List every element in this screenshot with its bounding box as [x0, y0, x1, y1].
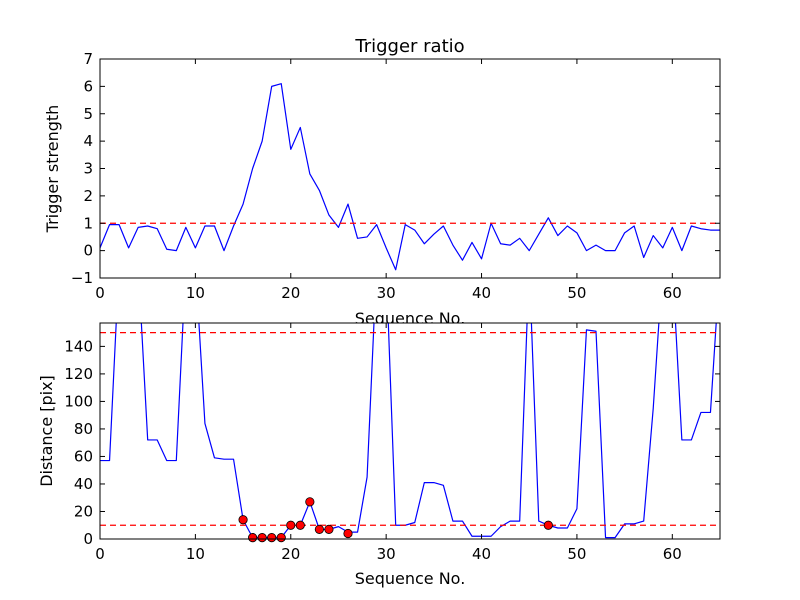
axes-frame — [99, 322, 721, 540]
y-tick-label: 6 — [83, 77, 93, 95]
y-tick-label: −1 — [71, 269, 93, 287]
data-point — [343, 528, 353, 539]
data-point — [324, 524, 334, 534]
y-tick-label: 80 — [74, 420, 93, 438]
x-tick-label: 10 — [186, 284, 205, 302]
distance-chart: 0 10 20 30 40 50 60 0 20 40 60 80 100 120 140 Sequence … — [37, 322, 721, 588]
y-tick-label: 7 — [83, 50, 93, 68]
y-tick-label: 120 — [64, 365, 93, 383]
plot-content — [100, 323, 720, 539]
y-tick-label: 1 — [83, 214, 93, 232]
y-tick-label: 0 — [83, 530, 93, 548]
x-tick-label: 50 — [567, 545, 586, 563]
series-line-0 — [100, 83, 720, 271]
plot-area — [100, 59, 720, 278]
series-line-0 — [100, 323, 717, 539]
data-point — [248, 533, 258, 543]
chart-title: Trigger ratio — [354, 36, 464, 57]
y-tick-label: 2 — [83, 187, 93, 205]
data-point — [314, 524, 324, 534]
x-tick-label: 30 — [377, 545, 396, 563]
x-tick-label: 60 — [663, 284, 682, 302]
data-point — [267, 533, 277, 543]
x-tick-label: 50 — [567, 284, 586, 302]
data-point — [257, 533, 267, 543]
x-tick-label: 20 — [281, 545, 300, 563]
y-tick-label: 100 — [64, 392, 93, 410]
data-point — [286, 520, 296, 530]
x-tick-label: 30 — [377, 284, 396, 302]
y-axis-label: Distance [pix] — [37, 375, 56, 487]
x-tick-label: 20 — [281, 284, 300, 302]
y-tick-label: 3 — [83, 160, 93, 178]
y-tick-label: 20 — [74, 502, 93, 520]
plot-area — [100, 323, 720, 539]
data-point — [295, 520, 305, 530]
x-tick-label: 60 — [663, 545, 682, 563]
y-axis-label: Trigger strength — [43, 105, 62, 234]
x-tick-label: 40 — [472, 284, 491, 302]
x-tick-label: 10 — [186, 545, 205, 563]
data-point — [238, 515, 248, 525]
y-tick-label: 5 — [83, 105, 93, 123]
x-axis-label: Sequence No. — [355, 569, 466, 588]
data-point — [543, 520, 553, 530]
y-tick-label: 4 — [83, 132, 93, 150]
x-tick-label: 0 — [95, 284, 105, 302]
y-tick-label: 60 — [74, 447, 93, 465]
y-tick-label: 140 — [64, 337, 93, 355]
x-tick-label: 0 — [95, 545, 105, 563]
data-point — [276, 533, 286, 543]
plot-content — [100, 83, 720, 271]
y-tick-label: 0 — [83, 242, 93, 260]
y-tick-label: 40 — [74, 475, 93, 493]
data-point — [305, 497, 315, 507]
x-tick-label: 40 — [472, 545, 491, 563]
